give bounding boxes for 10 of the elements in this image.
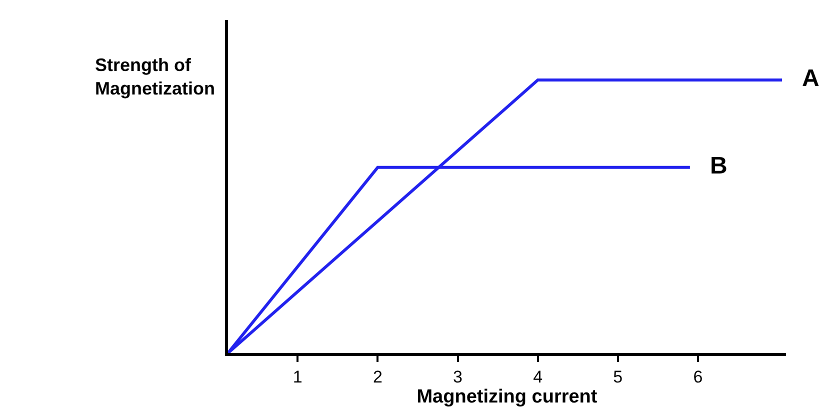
x-tick-label: 4: [533, 367, 543, 386]
x-tick-label: 5: [613, 367, 623, 386]
x-tick-label: 1: [292, 367, 302, 386]
x-tick-label: 3: [453, 367, 462, 386]
series-label: A: [802, 65, 820, 92]
y-axis-title: Strength of Magnetization: [95, 55, 215, 98]
x-axis-title: Magnetizing current: [416, 386, 598, 408]
series-label: B: [710, 152, 728, 180]
x-tick-label: 6: [693, 367, 703, 386]
x-tick-label: 2: [372, 367, 382, 386]
